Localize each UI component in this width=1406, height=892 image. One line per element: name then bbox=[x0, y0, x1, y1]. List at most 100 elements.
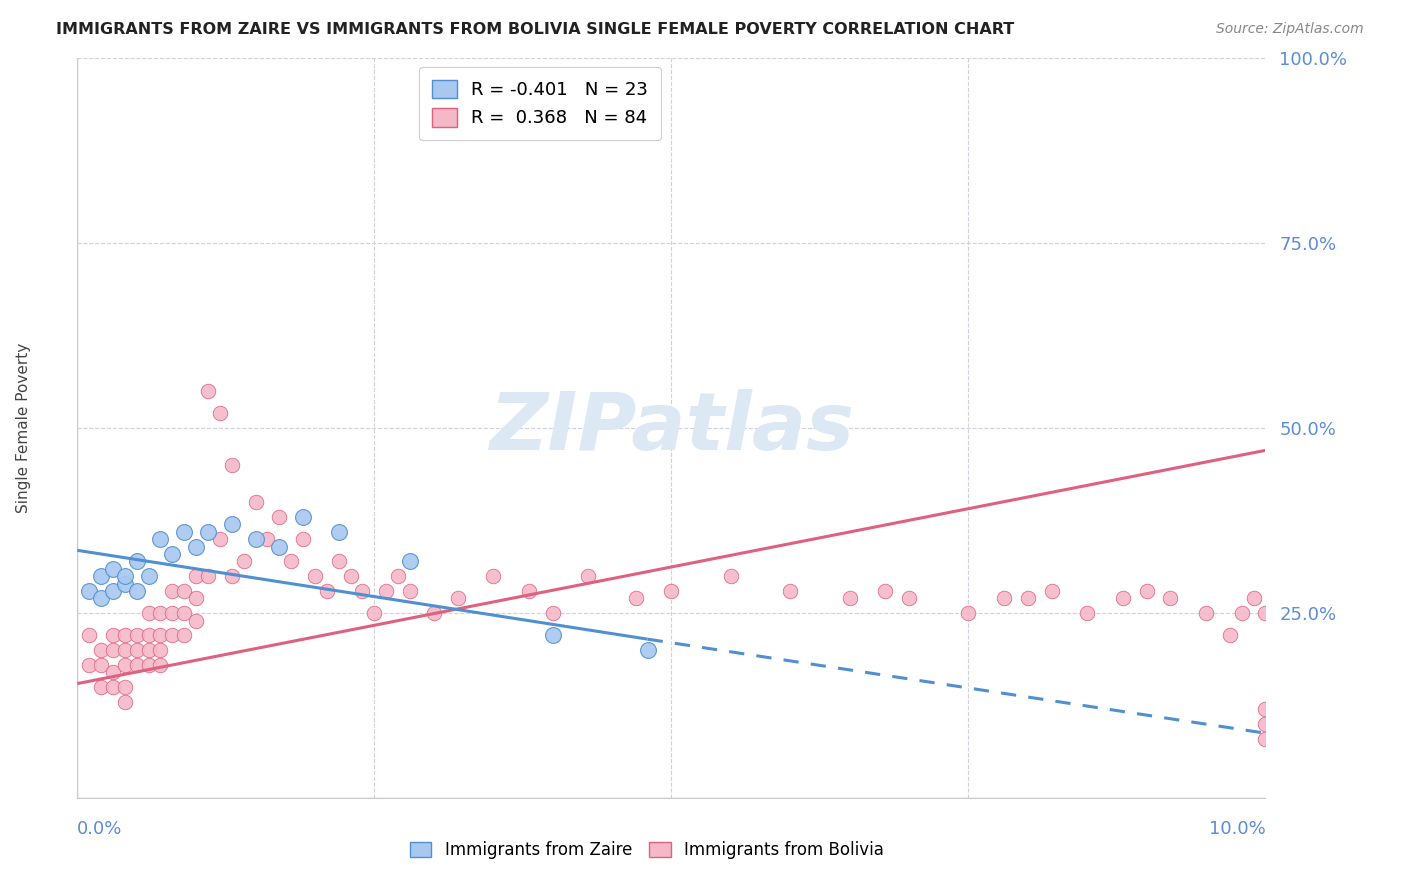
Point bbox=[1112, 591, 1135, 606]
Point bbox=[138, 569, 160, 583]
Point bbox=[90, 591, 112, 606]
Text: Single Female Poverty: Single Female Poverty bbox=[17, 343, 31, 513]
Point bbox=[149, 628, 172, 642]
Text: IMMIGRANTS FROM ZAIRE VS IMMIGRANTS FROM BOLIVIA SINGLE FEMALE POVERTY CORRELATI: IMMIGRANTS FROM ZAIRE VS IMMIGRANTS FROM… bbox=[56, 22, 1015, 37]
Point bbox=[541, 628, 564, 642]
Point bbox=[90, 643, 112, 657]
Point bbox=[162, 584, 184, 599]
Point bbox=[624, 591, 647, 606]
Point bbox=[125, 643, 148, 657]
Point bbox=[1254, 717, 1277, 731]
Point bbox=[197, 569, 219, 583]
Point bbox=[399, 584, 422, 599]
Point bbox=[576, 569, 599, 583]
Point bbox=[637, 643, 659, 657]
Text: 0.0%: 0.0% bbox=[77, 820, 122, 838]
Point bbox=[1230, 607, 1253, 621]
Point bbox=[838, 591, 860, 606]
Point bbox=[1254, 732, 1277, 747]
Point bbox=[328, 524, 350, 539]
Point bbox=[517, 584, 540, 599]
Point bbox=[77, 628, 100, 642]
Point bbox=[661, 584, 683, 599]
Point bbox=[993, 591, 1015, 606]
Point bbox=[114, 658, 136, 673]
Point bbox=[186, 591, 208, 606]
Point bbox=[208, 532, 231, 546]
Point bbox=[101, 643, 124, 657]
Point bbox=[957, 607, 980, 621]
Point bbox=[125, 584, 148, 599]
Point bbox=[292, 510, 315, 524]
Point bbox=[245, 532, 267, 546]
Point bbox=[101, 562, 124, 576]
Point bbox=[399, 554, 422, 568]
Point bbox=[77, 584, 100, 599]
Point bbox=[387, 569, 409, 583]
Point bbox=[197, 524, 219, 539]
Point bbox=[149, 658, 172, 673]
Legend: R = -0.401   N = 23, R =  0.368   N = 84: R = -0.401 N = 23, R = 0.368 N = 84 bbox=[419, 67, 661, 140]
Text: 10.0%: 10.0% bbox=[1209, 820, 1265, 838]
Point bbox=[162, 628, 184, 642]
Point bbox=[375, 584, 398, 599]
Point bbox=[173, 607, 195, 621]
Point bbox=[720, 569, 742, 583]
Point bbox=[352, 584, 374, 599]
Point bbox=[125, 658, 148, 673]
Point bbox=[280, 554, 302, 568]
Point bbox=[162, 607, 184, 621]
Point bbox=[114, 576, 136, 591]
Point bbox=[221, 517, 243, 532]
Point bbox=[1195, 607, 1218, 621]
Point bbox=[875, 584, 897, 599]
Point bbox=[292, 532, 315, 546]
Point bbox=[114, 569, 136, 583]
Point bbox=[77, 658, 100, 673]
Legend: Immigrants from Zaire, Immigrants from Bolivia: Immigrants from Zaire, Immigrants from B… bbox=[404, 835, 890, 866]
Point bbox=[114, 695, 136, 709]
Point bbox=[482, 569, 505, 583]
Point bbox=[339, 569, 361, 583]
Text: Source: ZipAtlas.com: Source: ZipAtlas.com bbox=[1216, 22, 1364, 37]
Point bbox=[232, 554, 254, 568]
Point bbox=[114, 628, 136, 642]
Point bbox=[138, 643, 160, 657]
Point bbox=[423, 607, 446, 621]
Point bbox=[125, 628, 148, 642]
Point bbox=[90, 680, 112, 694]
Point bbox=[1254, 607, 1277, 621]
Point bbox=[149, 532, 172, 546]
Point bbox=[138, 658, 160, 673]
Point bbox=[221, 458, 243, 473]
Point bbox=[1017, 591, 1039, 606]
Point bbox=[779, 584, 801, 599]
Point bbox=[90, 569, 112, 583]
Point bbox=[221, 569, 243, 583]
Point bbox=[173, 628, 195, 642]
Point bbox=[197, 384, 219, 398]
Point bbox=[1254, 702, 1277, 716]
Point bbox=[208, 406, 231, 420]
Point bbox=[149, 607, 172, 621]
Point bbox=[446, 591, 468, 606]
Point bbox=[101, 584, 124, 599]
Point bbox=[186, 540, 208, 554]
Point bbox=[114, 643, 136, 657]
Point bbox=[173, 524, 195, 539]
Point bbox=[138, 628, 160, 642]
Point bbox=[149, 643, 172, 657]
Point bbox=[101, 628, 124, 642]
Point bbox=[1040, 584, 1063, 599]
Point bbox=[363, 607, 385, 621]
Point bbox=[101, 665, 124, 680]
Point bbox=[114, 680, 136, 694]
Point bbox=[328, 554, 350, 568]
Point bbox=[173, 584, 195, 599]
Point bbox=[1219, 628, 1241, 642]
Point bbox=[269, 510, 291, 524]
Point bbox=[101, 680, 124, 694]
Point bbox=[186, 569, 208, 583]
Point bbox=[138, 607, 160, 621]
Point bbox=[256, 532, 278, 546]
